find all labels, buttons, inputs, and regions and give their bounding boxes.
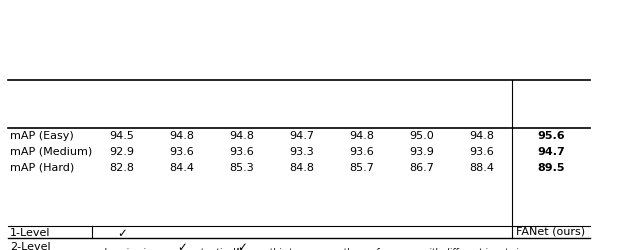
Text: mAP (Hard): mAP (Hard) [10,163,74,173]
Text: 86.7: 86.7 [410,163,435,173]
Text: 93.6: 93.6 [230,147,254,157]
Text: 94.7: 94.7 [289,131,314,141]
Text: ✓: ✓ [177,240,187,250]
Text: 92.9: 92.9 [109,147,134,157]
Text: mAP (Easy): mAP (Easy) [10,131,74,141]
Text: 2-Level: 2-Level [10,242,51,250]
Text: 85.7: 85.7 [349,163,374,173]
Text: 94.5: 94.5 [109,131,134,141]
Text: 94.8: 94.8 [170,131,195,141]
Text: 93.6: 93.6 [470,147,494,157]
Text: 94.8: 94.8 [349,131,374,141]
Text: 94.8: 94.8 [230,131,255,141]
Text: 85.3: 85.3 [230,163,254,173]
Text: 94.7: 94.7 [537,147,565,157]
Text: 84.8: 84.8 [289,163,314,173]
Text: FANet (ours): FANet (ours) [516,227,586,237]
Text: 93.6: 93.6 [349,147,374,157]
Text: keeping image aspect ratio. We use this to compare the performance with differen: keeping image aspect ratio. We use this … [104,248,536,250]
Text: 82.8: 82.8 [109,163,134,173]
Text: ✓: ✓ [237,240,247,250]
Text: 89.5: 89.5 [537,163,564,173]
Text: 93.9: 93.9 [410,147,435,157]
Text: mAP (Medium): mAP (Medium) [10,147,92,157]
Text: 93.3: 93.3 [290,147,314,157]
Text: 95.0: 95.0 [410,131,435,141]
Text: 84.4: 84.4 [170,163,195,173]
Text: 95.6: 95.6 [537,131,565,141]
Text: ✓: ✓ [117,226,127,239]
Text: 94.8: 94.8 [470,131,495,141]
Text: 1-Level: 1-Level [10,228,51,238]
Text: 93.6: 93.6 [170,147,195,157]
Text: 88.4: 88.4 [470,163,495,173]
